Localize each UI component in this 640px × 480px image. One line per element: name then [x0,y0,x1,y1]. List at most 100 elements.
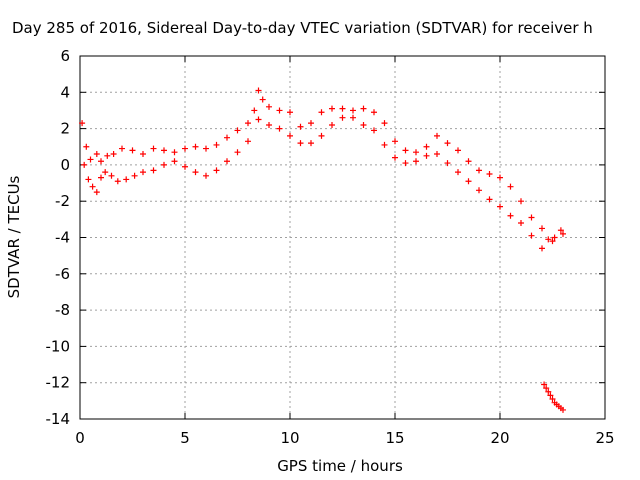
data-point [402,147,409,154]
chart-title: Day 285 of 2016, Sidereal Day-to-day VTE… [12,19,593,37]
x-axis-label: GPS time / hours [277,457,403,475]
y-tick-label: 4 [60,83,70,101]
data-point [213,167,220,174]
data-point [444,140,451,147]
data-point [182,163,188,170]
data-point [93,151,100,158]
data-point [129,147,136,154]
data-point [161,161,167,168]
data-point [276,125,283,132]
x-tick-label: 5 [180,429,190,447]
data-point [497,174,503,181]
y-tick-label: -10 [46,337,71,355]
data-point [192,169,199,176]
data-point [308,140,314,147]
data-point [557,227,564,234]
data-point [476,167,482,174]
y-tick-label: -2 [55,192,70,210]
data-point [234,149,241,156]
data-point [465,178,472,185]
data-point [276,107,283,114]
data-point [98,174,104,181]
data-point [251,107,258,114]
data-point [465,158,472,165]
data-point [287,109,293,116]
data-point [486,196,493,203]
data-point [318,132,325,139]
data-point [171,149,178,156]
data-point [444,160,451,167]
grid [80,56,605,419]
data-point [507,212,514,219]
x-tick-label: 10 [280,429,299,447]
data-point [392,138,398,145]
y-tick-label: 2 [60,120,70,138]
x-tick-label: 0 [75,429,85,447]
data-point [339,114,346,121]
data-point [360,105,367,112]
data-point [518,219,524,226]
data-point [543,385,550,392]
data-point [203,172,209,179]
data-point [339,105,346,112]
data-point [423,152,430,159]
data-point [161,147,167,154]
data-point [131,172,138,179]
data-point [545,388,552,395]
data-point [83,143,90,150]
series-1 [81,114,566,252]
data-point [392,154,398,161]
y-tick-label: 0 [60,156,70,174]
data-point [507,183,514,190]
data-point [224,158,230,165]
data-point [318,109,325,116]
data-point [140,151,146,158]
data-point [98,158,104,165]
data-point [255,87,262,94]
data-point [79,120,86,127]
data-point [329,121,335,128]
data-point [413,158,419,165]
data-point [560,406,566,413]
data-point [308,120,314,127]
y-tick-label: -12 [46,374,71,392]
data-point [423,143,430,150]
data-point [150,167,157,174]
data-point [123,176,130,183]
y-tick-label: 6 [60,47,70,65]
x-tick-label: 20 [490,429,509,447]
data-point [81,161,88,168]
data-point [171,158,178,165]
data-point [259,96,266,103]
data-point [102,169,109,176]
data-point [224,134,230,141]
data-point [104,152,111,159]
data-point [140,169,146,176]
data-point [402,160,409,167]
y-axis-label: SDTVAR / TECUs [5,175,23,298]
data-point [350,107,356,114]
data-point [476,187,482,194]
series-0 [79,87,564,243]
data-point [528,232,535,239]
data-point [297,140,304,147]
data-point [434,132,440,139]
data-point [560,230,566,237]
data-point [350,114,356,121]
data-point [297,123,304,130]
data-point [371,127,377,134]
data-point [539,245,545,252]
data-point [455,147,461,154]
data-point [203,145,209,152]
data-point [360,121,367,128]
data-point [182,145,188,152]
data-point [547,392,554,399]
data-point [329,105,335,112]
data-point [371,109,377,116]
data-point [434,151,440,158]
data-point [119,145,125,152]
data-point [245,138,251,145]
data-point [87,156,94,163]
data-point [497,203,503,210]
